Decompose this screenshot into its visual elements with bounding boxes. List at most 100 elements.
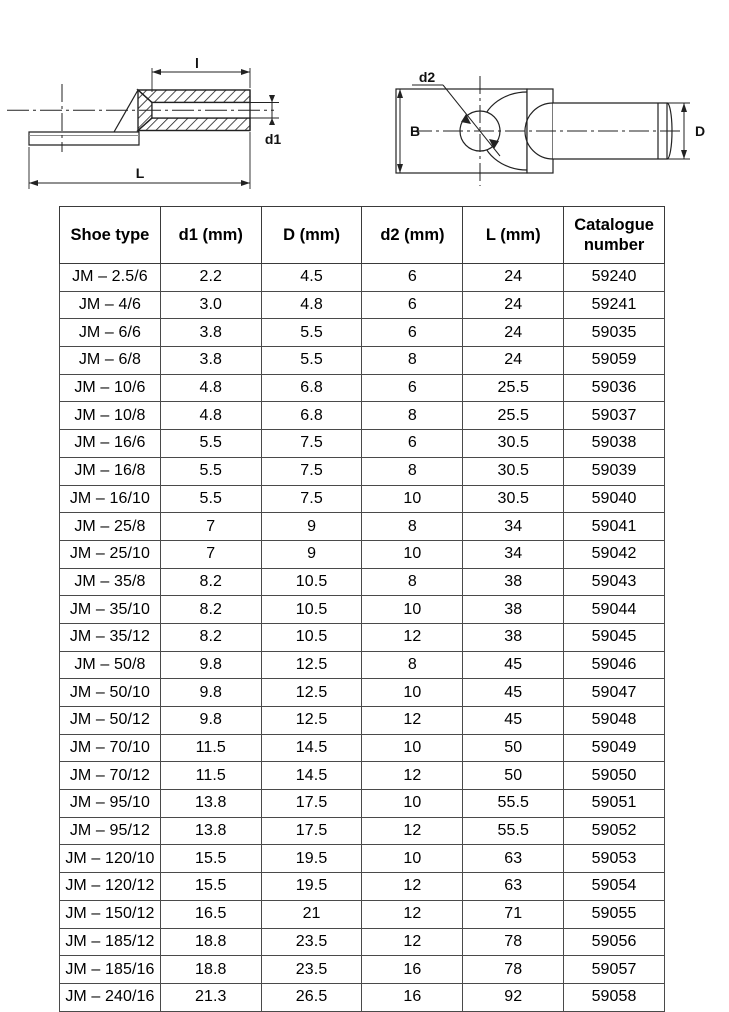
cell-d2: 8 [361,346,464,375]
cell-catalogue-number: 59055 [563,899,665,929]
cell-shoe-type: JM – 70/12 [59,761,161,791]
cell-shoe-type: JM – 4/6 [59,290,161,320]
cell-D: 9 [260,512,363,541]
cell-d2: 10 [361,595,464,624]
cell-L: 38 [462,567,565,597]
cell-D: 4.5 [260,263,363,292]
column-header-catalogue-number: Catalogue number [563,206,665,264]
barrel-wall-lower-hatched [136,117,251,132]
cell-d1: 9.8 [159,650,262,680]
cell-catalogue-number: 59045 [563,622,665,652]
table-row: JM – 35/12 8.2 10.5 12 38 59045 [59,622,665,652]
cell-d2: 6 [361,263,464,292]
cell-shoe-type: JM – 120/10 [59,844,161,874]
cell-d1: 15.5 [159,872,262,901]
column-header-D: D (mm) [260,206,363,264]
cell-L: 63 [462,844,565,874]
table-row: JM – 35/10 8.2 10.5 10 38 59044 [59,595,665,624]
leader-line-hole-diameter [442,84,501,157]
cell-D: 26.5 [260,982,363,1012]
cell-d2: 8 [361,512,464,541]
cell-L: 71 [462,899,565,929]
cell-D: 5.5 [260,346,363,375]
cell-d1: 16.5 [159,899,262,929]
cell-d2: 12 [361,706,464,735]
cell-shoe-type: JM – 16/6 [59,429,161,458]
cell-shoe-type: JM – 2.5/6 [59,263,161,292]
cell-L: 38 [462,622,565,652]
cell-shoe-type: JM – 10/6 [59,373,161,403]
cell-catalogue-number: 59053 [563,844,665,874]
cell-L: 34 [462,512,565,541]
cell-d2: 6 [361,290,464,320]
cell-L: 24 [462,263,565,292]
cell-shoe-type: JM – 6/8 [59,346,161,375]
table-row: JM – 120/10 15.5 19.5 10 63 59053 [59,844,665,874]
cell-d1: 7 [159,539,262,569]
cell-D: 17.5 [260,816,363,846]
cell-L: 78 [462,955,565,984]
cell-D: 21 [260,899,363,929]
cell-d1: 9.8 [159,678,262,707]
table-row: JM – 50/8 9.8 12.5 8 45 59046 [59,650,665,680]
cell-d1: 8.2 [159,595,262,624]
cell-d2: 6 [361,429,464,458]
cell-D: 7.5 [260,484,363,514]
table-row: JM – 2.5/6 2.2 4.5 6 24 59240 [59,263,665,292]
cell-D: 5.5 [260,318,363,348]
cell-d1: 3.0 [159,290,262,320]
cell-D: 9 [260,539,363,569]
cell-d1: 18.8 [159,955,262,984]
cell-d1: 13.8 [159,789,262,818]
cell-D: 7.5 [260,456,363,486]
table-row: JM – 120/12 15.5 19.5 12 63 59054 [59,872,665,901]
cell-catalogue-number: 59048 [563,706,665,735]
cell-shoe-type: JM – 150/12 [59,899,161,929]
cell-catalogue-number: 59044 [563,595,665,624]
cell-shoe-type: JM – 35/12 [59,622,161,652]
cell-d1: 15.5 [159,844,262,874]
table-row: JM – 16/6 5.5 7.5 6 30.5 59038 [59,429,665,458]
cell-d2: 10 [361,678,464,707]
dimension-label-hole-diameter: d2 [419,69,436,85]
cell-L: 92 [462,982,565,1012]
cell-L: 24 [462,290,565,320]
cell-catalogue-number: 59049 [563,733,665,763]
cell-catalogue-number: 59240 [563,263,665,292]
cell-D: 23.5 [260,955,363,984]
table-row: JM – 6/8 3.8 5.5 8 24 59059 [59,346,665,375]
cell-d2: 12 [361,622,464,652]
cell-catalogue-number: 59035 [563,318,665,348]
cell-catalogue-number: 59046 [563,650,665,680]
table-row: JM – 185/12 18.8 23.5 12 78 59056 [59,927,665,957]
cell-d2: 10 [361,789,464,818]
cell-d1: 13.8 [159,816,262,846]
cell-d1: 18.8 [159,927,262,957]
cell-L: 55.5 [462,816,565,846]
barrel-wall-upper-hatched [136,89,251,104]
cell-d2: 6 [361,318,464,348]
cell-d2: 16 [361,955,464,984]
dimension-label-inner-diameter: d1 [265,131,282,147]
cell-catalogue-number: 59057 [563,955,665,984]
cell-d1: 5.5 [159,484,262,514]
cell-L: 78 [462,927,565,957]
cell-L: 55.5 [462,789,565,818]
table-row: JM – 10/6 4.8 6.8 6 25.5 59036 [59,373,665,403]
cell-D: 10.5 [260,595,363,624]
table-row: JM – 50/12 9.8 12.5 12 45 59048 [59,706,665,735]
cell-shoe-type: JM – 95/10 [59,789,161,818]
cable-lug-top-view: d2 B D [395,69,705,186]
cell-d1: 11.5 [159,761,262,791]
cell-d1: 4.8 [159,373,262,403]
cell-D: 12.5 [260,706,363,735]
table-header-row: Shoe type d1 (mm) D (mm) d2 (mm) L (mm) … [59,206,665,264]
cell-shoe-type: JM – 25/10 [59,539,161,569]
cell-catalogue-number: 59037 [563,401,665,431]
cell-D: 14.5 [260,733,363,763]
cell-shoe-type: JM – 6/6 [59,318,161,348]
cell-L: 45 [462,678,565,707]
cell-d2: 10 [361,484,464,514]
cell-d2: 8 [361,401,464,431]
cell-D: 23.5 [260,927,363,957]
